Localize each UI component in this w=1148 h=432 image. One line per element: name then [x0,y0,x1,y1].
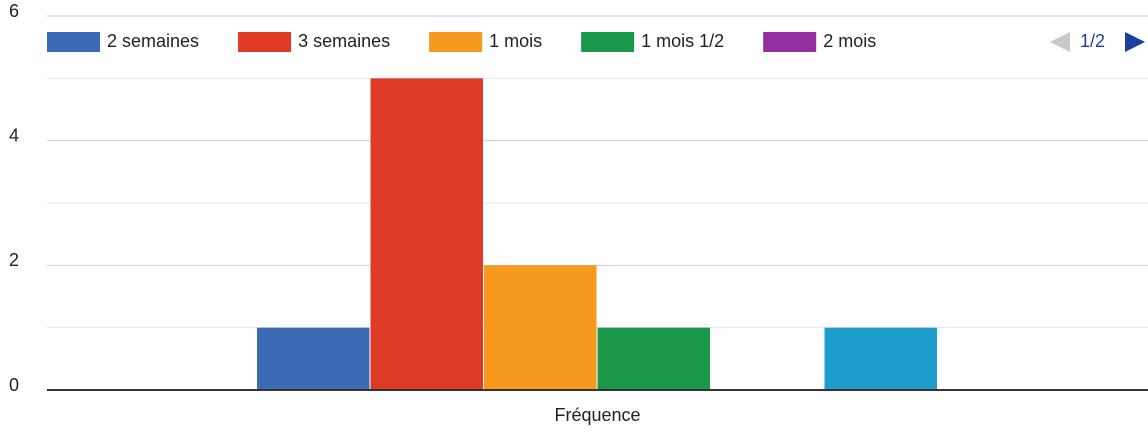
bar [257,327,370,390]
y-tick-label: 6 [9,1,19,21]
bar [824,327,937,390]
legend-label: 3 semaines [298,31,390,51]
legend-swatch [429,32,483,52]
legend-page: 1/2 [1080,31,1105,51]
legend-swatch [238,32,292,52]
legend-label: 1 mois 1/2 [641,31,724,51]
legend-next[interactable] [1125,32,1145,52]
y-tick-label: 4 [9,125,19,145]
x-tick-label: Fréquence [554,405,640,425]
bar [370,78,483,390]
legend-swatch [763,32,817,52]
bar [484,265,597,390]
bar [597,327,710,390]
legend-prev[interactable] [1050,32,1070,52]
legend-swatch [47,32,100,52]
legend-label: 2 semaines [107,31,199,51]
legend-label: 2 mois [823,31,876,51]
legend-swatch [581,32,635,52]
y-tick-label: 2 [9,250,19,270]
legend-label: 1 mois [489,31,542,51]
y-tick-label: 0 [9,375,19,395]
